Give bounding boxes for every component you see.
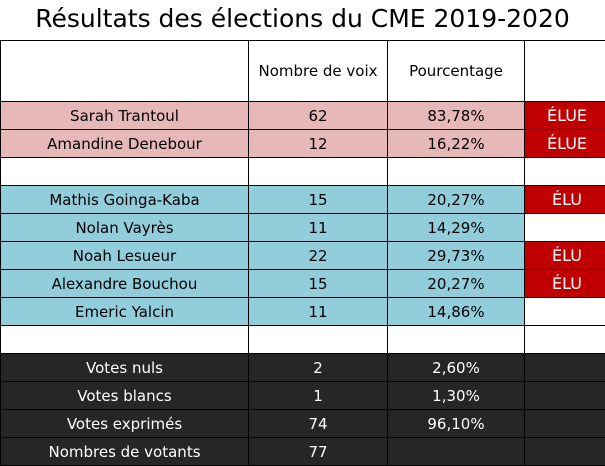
summary-row: Votes blancs 1 1,30% (1, 382, 605, 410)
summary-label: Votes exprimés (1, 410, 249, 438)
elected-badge: ÉLUE (525, 130, 605, 158)
summary-value: 74 (249, 410, 388, 438)
status-empty-cell (525, 298, 605, 326)
header-votes: Nombre de voix (249, 41, 388, 102)
candidate-votes: 15 (249, 270, 388, 298)
table-row: Alexandre Bouchou 15 20,27% ÉLU (1, 270, 605, 298)
candidate-percentage: 14,29% (388, 214, 525, 242)
summary-label: Nombres de votants (1, 438, 249, 466)
results-table: Nombre de voix Pourcentage Sarah Trantou… (0, 40, 605, 466)
candidate-percentage: 20,27% (388, 186, 525, 214)
table-row: Amandine Denebour 12 16,22% ÉLUE (1, 130, 605, 158)
candidate-percentage: 20,27% (388, 270, 525, 298)
summary-label: Votes blancs (1, 382, 249, 410)
candidate-votes: 15 (249, 186, 388, 214)
candidate-votes: 12 (249, 130, 388, 158)
summary-percentage (388, 438, 525, 466)
summary-row: Votes exprimés 74 96,10% (1, 410, 605, 438)
candidate-votes: 11 (249, 214, 388, 242)
candidate-percentage: 29,73% (388, 242, 525, 270)
summary-empty-cell (525, 410, 605, 438)
table-row: Mathis Goinga-Kaba 15 20,27% ÉLU (1, 186, 605, 214)
summary-empty-cell (525, 382, 605, 410)
candidate-name: Nolan Vayrès (1, 214, 249, 242)
elected-badge: ÉLUE (525, 102, 605, 130)
header-status-empty (525, 41, 605, 102)
spacer-cell (388, 158, 525, 186)
header-empty-cell (1, 41, 249, 102)
candidate-votes: 11 (249, 298, 388, 326)
summary-empty-cell (525, 438, 605, 466)
summary-percentage: 96,10% (388, 410, 525, 438)
spacer-cell (249, 158, 388, 186)
table-row: Nolan Vayrès 11 14,29% (1, 214, 605, 242)
candidate-percentage: 14,86% (388, 298, 525, 326)
spacer-cell (525, 158, 605, 186)
candidate-name: Noah Lesueur (1, 242, 249, 270)
header-percentage: Pourcentage (388, 41, 525, 102)
candidate-name: Sarah Trantoul (1, 102, 249, 130)
summary-row: Nombres de votants 77 (1, 438, 605, 466)
candidate-percentage: 83,78% (388, 102, 525, 130)
candidate-percentage: 16,22% (388, 130, 525, 158)
summary-row: Votes nuls 2 2,60% (1, 354, 605, 382)
summary-percentage: 2,60% (388, 354, 525, 382)
candidate-votes: 22 (249, 242, 388, 270)
spacer-row (1, 326, 605, 354)
status-empty-cell (525, 214, 605, 242)
elected-badge: ÉLU (525, 270, 605, 298)
candidate-name: Mathis Goinga-Kaba (1, 186, 249, 214)
summary-value: 77 (249, 438, 388, 466)
spacer-row (1, 158, 605, 186)
table-row: Noah Lesueur 22 29,73% ÉLU (1, 242, 605, 270)
page-title: Résultats des élections du CME 2019-2020 (0, 0, 605, 38)
summary-percentage: 1,30% (388, 382, 525, 410)
candidate-name: Emeric Yalcin (1, 298, 249, 326)
summary-value: 1 (249, 382, 388, 410)
candidate-name: Amandine Denebour (1, 130, 249, 158)
candidate-name: Alexandre Bouchou (1, 270, 249, 298)
table-row: Emeric Yalcin 11 14,86% (1, 298, 605, 326)
summary-empty-cell (525, 354, 605, 382)
header-row: Nombre de voix Pourcentage (1, 41, 605, 102)
spacer-cell (525, 326, 605, 354)
elected-badge: ÉLU (525, 242, 605, 270)
summary-label: Votes nuls (1, 354, 249, 382)
elected-badge: ÉLU (525, 186, 605, 214)
spacer-cell (249, 326, 388, 354)
candidate-votes: 62 (249, 102, 388, 130)
spacer-cell (388, 326, 525, 354)
summary-value: 2 (249, 354, 388, 382)
spacer-cell (1, 158, 249, 186)
spacer-cell (1, 326, 249, 354)
table-row: Sarah Trantoul 62 83,78% ÉLUE (1, 102, 605, 130)
